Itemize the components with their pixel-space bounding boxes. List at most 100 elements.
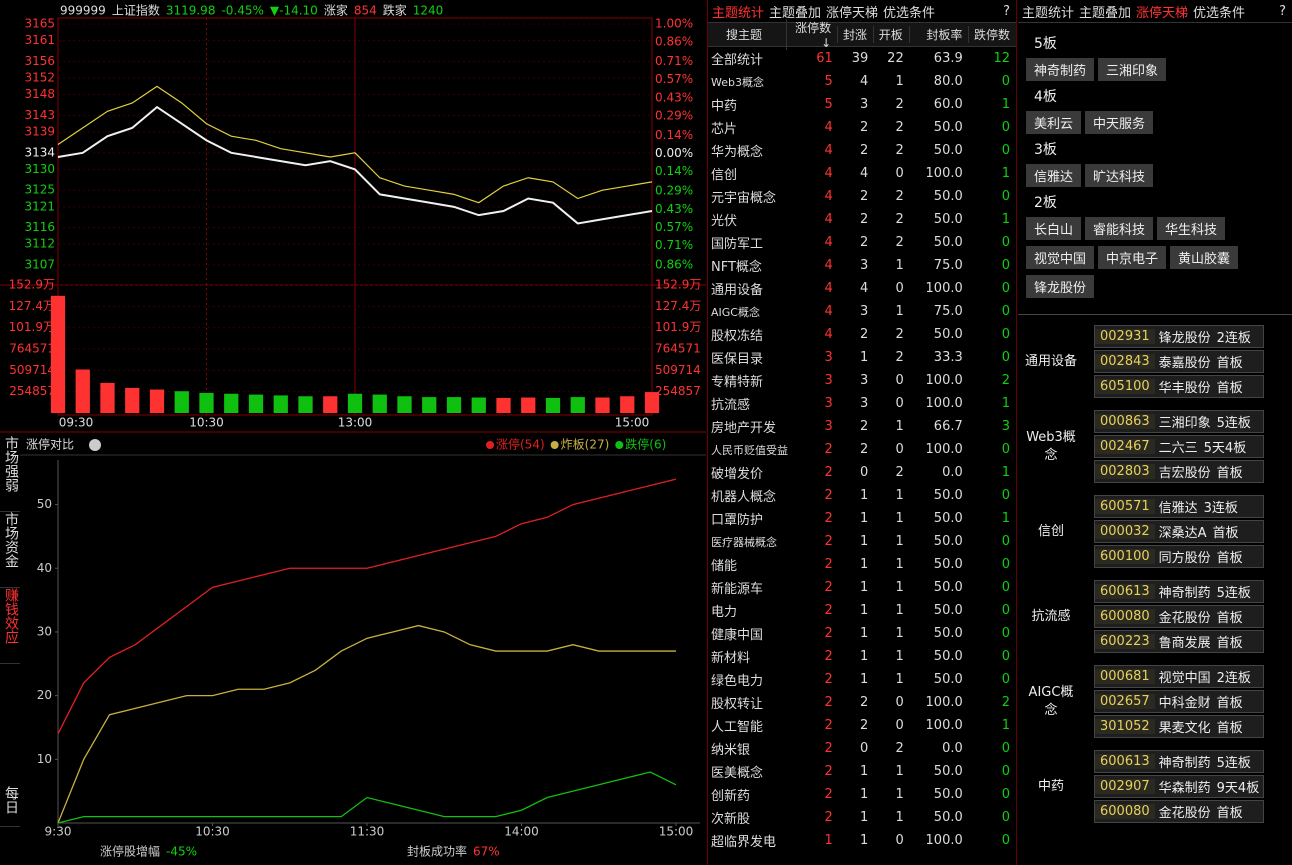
stock-row[interactable]: 000681 视觉中国 2连板: [1094, 665, 1264, 688]
tab[interactable]: 主题统计: [712, 5, 765, 21]
theme-name[interactable]: 医保目录: [711, 352, 764, 367]
stock-chip[interactable]: 三湘印象: [1098, 58, 1167, 81]
theme-name[interactable]: 创新药: [711, 789, 751, 804]
theme-name[interactable]: 通用设备: [711, 283, 764, 298]
stock-tag: 9天4板: [1216, 781, 1260, 796]
theme-name[interactable]: 人民币贬值受益: [711, 443, 788, 457]
group-stocks: 600571 信雅达 3连板 000032 深桑达A 首板 600100 同方股份 首板: [1094, 493, 1264, 570]
theme-name[interactable]: 健康中国: [711, 628, 764, 643]
side-tab[interactable]: 每日: [0, 786, 20, 827]
stock-row[interactable]: 600613 神奇制药 5连板: [1094, 750, 1264, 773]
theme-name[interactable]: Web3概念: [711, 75, 764, 89]
theme-name[interactable]: 新材料: [711, 651, 751, 666]
theme-name[interactable]: 房地产开发: [711, 421, 777, 436]
theme-name[interactable]: 元宇宙概念: [711, 191, 777, 206]
tab[interactable]: ?: [1003, 3, 1010, 19]
stock-row[interactable]: 600080 金花股份 首板: [1094, 800, 1264, 823]
stock-row[interactable]: 002907 华森制药 9天4板: [1094, 775, 1264, 798]
stock-chip[interactable]: 神奇制药: [1026, 58, 1095, 81]
stock-chip[interactable]: 中京电子: [1098, 246, 1167, 269]
tab[interactable]: 主题叠加: [769, 5, 822, 21]
theme-name[interactable]: 光伏: [711, 214, 738, 229]
theme-name[interactable]: 医疗器械概念: [711, 535, 777, 549]
theme-name[interactable]: 新能源车: [711, 582, 764, 597]
stock-row[interactable]: 002803 吉宏股份 首板: [1094, 460, 1264, 483]
stock-chip[interactable]: 视觉中国: [1026, 246, 1095, 269]
theme-name[interactable]: 超临界发电: [711, 835, 777, 850]
theme-name[interactable]: 机器人概念: [711, 490, 777, 505]
theme-name[interactable]: 次新股: [711, 812, 751, 827]
table-cell: 1: [859, 580, 869, 595]
stock-row[interactable]: 002931 锋龙股份 2连板: [1094, 325, 1264, 348]
header-row: 搜主题 涨停数↓ 封涨 开板 封板率 跌停数: [708, 19, 1016, 50]
theme-name[interactable]: 全部统计: [711, 53, 764, 68]
table-cell: 1: [859, 810, 869, 825]
theme-name[interactable]: 纳米银: [711, 743, 751, 758]
stock-row[interactable]: 600223 鲁商发展 首板: [1094, 630, 1264, 653]
tab[interactable]: 优选条件: [1193, 5, 1246, 21]
theme-name[interactable]: 中药: [711, 99, 738, 114]
theme-name[interactable]: 专精特新: [711, 375, 764, 390]
table-cell: 5: [824, 74, 833, 89]
stock-row[interactable]: 002467 二六三 5天4板: [1094, 435, 1264, 458]
stock-code: 301052: [1095, 719, 1155, 734]
stock-code: 002931: [1095, 329, 1155, 344]
theme-name[interactable]: 股权转让: [711, 697, 764, 712]
side-tab[interactable]: 赚钱效应: [0, 588, 20, 664]
theme-name[interactable]: AIGC概念: [711, 305, 760, 319]
side-tab[interactable]: 市场强弱: [0, 436, 20, 512]
group: 中药 600613 神奇制药 5连板 002907 华森制药 9天4板 600080 金花股份首…: [1018, 748, 1292, 825]
theme-name[interactable]: 芯片: [711, 122, 738, 137]
stock-chip[interactable]: 信雅达: [1026, 164, 1082, 187]
theme-name[interactable]: 医美概念: [711, 766, 764, 781]
table-cell: 1: [1001, 465, 1010, 480]
tab[interactable]: 涨停天梯: [826, 5, 879, 21]
theme-name[interactable]: 国防军工: [711, 237, 764, 252]
theme-name[interactable]: 口罩防护: [711, 513, 764, 528]
tab[interactable]: 主题叠加: [1079, 5, 1132, 21]
theme-name[interactable]: 绿色电力: [711, 674, 764, 689]
side-tab[interactable]: 市场资金: [0, 512, 20, 588]
stock-row[interactable]: 600100 同方股份 首板: [1094, 545, 1264, 568]
stock-chip[interactable]: 中天服务: [1085, 111, 1154, 134]
stock-row[interactable]: 000863 三湘印象 5连板: [1094, 410, 1264, 433]
stock-row[interactable]: 301052 果麦文化 首板: [1094, 715, 1264, 738]
theme-name[interactable]: 破增发价: [711, 467, 764, 482]
theme-name[interactable]: NFT概念: [711, 260, 762, 275]
stock-chip[interactable]: 黄山胶囊: [1170, 246, 1239, 269]
tab[interactable]: ?: [1279, 3, 1286, 19]
theme-name[interactable]: 电力: [711, 605, 738, 620]
y-tick-label: 50: [37, 497, 52, 511]
theme-name[interactable]: 人工智能: [711, 720, 764, 735]
search[interactable]: 搜主题: [726, 28, 763, 42]
stock-chip[interactable]: 睿能科技: [1085, 217, 1154, 240]
theme-name[interactable]: 华为概念: [711, 145, 764, 160]
stock-chip[interactable]: 锋龙股份: [1026, 275, 1095, 298]
stock-row[interactable]: 000032 深桑达A 首板: [1094, 520, 1264, 543]
stock-chip[interactable]: 旷达科技: [1085, 164, 1154, 187]
theme-name[interactable]: 股权冻结: [711, 329, 764, 344]
stock-row[interactable]: 600080 金花股份 首板: [1094, 605, 1264, 628]
theme-name[interactable]: 储能: [711, 559, 738, 574]
stock-name: 中科金财: [1158, 696, 1211, 711]
stock-chip[interactable]: 长白山: [1026, 217, 1082, 240]
tab[interactable]: 优选条件: [883, 5, 936, 21]
stock-name: 二六三: [1158, 441, 1198, 456]
theme-name[interactable]: 信创: [711, 168, 738, 183]
stock-row[interactable]: 605100 华丰股份 首板: [1094, 375, 1264, 398]
table-cell: 1: [1001, 511, 1010, 526]
stock-chip[interactable]: 美利云: [1026, 111, 1082, 134]
table-cell: 100.0: [925, 373, 963, 388]
stock-row[interactable]: 600613 神奇制药 5连板: [1094, 580, 1264, 603]
stock-row[interactable]: 600571 信雅达 3连板: [1094, 495, 1264, 518]
stock-chip[interactable]: 华生科技: [1157, 217, 1226, 240]
stock-tag: 首板: [1216, 636, 1243, 651]
stock-tag: 首板: [1216, 696, 1243, 711]
tab[interactable]: 涨停天梯: [1136, 5, 1189, 21]
level-label: 5板: [1034, 36, 1057, 52]
tab[interactable]: 主题统计: [1022, 5, 1075, 21]
stock-row[interactable]: 002843 泰嘉股份 首板: [1094, 350, 1264, 373]
x-tick-label: 15:00: [615, 416, 650, 430]
stock-row[interactable]: 002657 中科金财 首板: [1094, 690, 1264, 713]
theme-name[interactable]: 抗流感: [711, 398, 751, 413]
